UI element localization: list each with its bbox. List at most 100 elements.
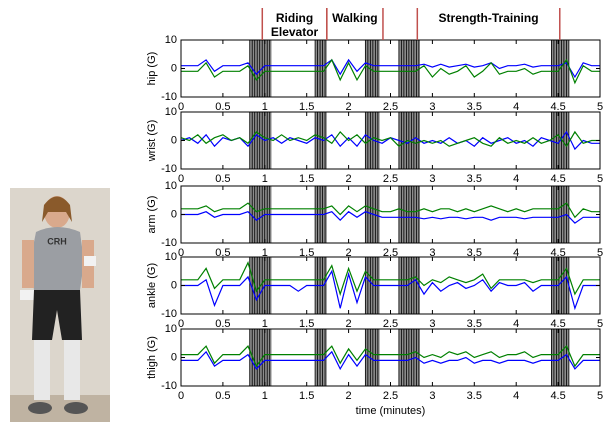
- x-tick-label: 2: [346, 247, 352, 259]
- transition-band: [249, 186, 272, 243]
- x-tick-label: 1: [262, 101, 268, 113]
- x-tick-label: 4: [513, 173, 519, 185]
- x-axis-label: time (minutes): [356, 405, 426, 417]
- x-tick-label: 3: [429, 390, 435, 402]
- x-tick-label: 2: [346, 390, 352, 402]
- transition-band: [249, 40, 272, 97]
- y-tick-label: 10: [165, 323, 177, 335]
- transition-band: [315, 329, 327, 386]
- y-axis-label: thigh (G): [146, 336, 158, 379]
- x-tick-label: 4.5: [550, 101, 565, 113]
- y-tick-label: 10: [165, 180, 177, 192]
- x-tick-label: 5: [597, 318, 603, 330]
- x-tick-label: 3.5: [467, 101, 482, 113]
- x-tick-label: 2.5: [383, 247, 398, 259]
- y-tick-label: -10: [161, 308, 177, 320]
- x-tick-label: 5: [597, 173, 603, 185]
- transition-band: [551, 186, 569, 243]
- x-tick-label: 0: [178, 318, 184, 330]
- x-tick-label: 0: [178, 390, 184, 402]
- activity-label: Strength-Training: [438, 11, 539, 25]
- x-tick-label: 2.5: [383, 101, 398, 113]
- x-tick-label: 1: [262, 318, 268, 330]
- x-tick-label: 3.5: [467, 390, 482, 402]
- x-tick-label: 2: [346, 173, 352, 185]
- transition-band: [551, 329, 569, 386]
- x-tick-label: 0.5: [215, 173, 230, 185]
- y-tick-label: -10: [161, 380, 177, 392]
- x-tick-label: 1.5: [299, 101, 314, 113]
- y-tick-label: 0: [171, 134, 177, 146]
- x-tick-label: 3: [429, 173, 435, 185]
- activity-label: Riding Elevator: [270, 11, 319, 39]
- x-tick-label: 0.5: [215, 318, 230, 330]
- x-tick-label: 2: [346, 318, 352, 330]
- x-tick-label: 4: [513, 247, 519, 259]
- x-tick-label: 3.5: [467, 173, 482, 185]
- x-tick-label: 2: [346, 101, 352, 113]
- y-axis-label: hip (G): [146, 52, 158, 86]
- signal-line: [181, 58, 600, 79]
- transition-band: [249, 329, 272, 386]
- x-tick-label: 3: [429, 101, 435, 113]
- x-tick-label: 4: [513, 101, 519, 113]
- y-tick-label: -10: [161, 237, 177, 249]
- x-tick-label: 2.5: [383, 173, 398, 185]
- x-tick-label: 0.5: [215, 101, 230, 113]
- x-tick-label: 0: [178, 101, 184, 113]
- x-tick-label: 1.5: [299, 247, 314, 259]
- signal-line: [181, 345, 600, 368]
- y-tick-label: 0: [171, 62, 177, 74]
- signal-line: [181, 202, 600, 219]
- x-tick-label: 1: [262, 247, 268, 259]
- signal-line: [181, 350, 600, 371]
- signal-line: [181, 269, 600, 311]
- x-tick-label: 4: [513, 390, 519, 402]
- x-tick-label: 0: [178, 247, 184, 259]
- x-tick-label: 4.5: [550, 173, 565, 185]
- y-tick-label: 10: [165, 34, 177, 46]
- x-tick-label: 0.5: [215, 390, 230, 402]
- transition-band: [315, 40, 327, 97]
- y-axis-label: wrist (G): [146, 120, 158, 163]
- x-tick-label: 3.5: [467, 318, 482, 330]
- plot-area: [181, 186, 600, 243]
- transition-band: [315, 112, 327, 169]
- y-tick-label: 10: [165, 106, 177, 118]
- x-tick-label: 3.5: [467, 247, 482, 259]
- x-tick-label: 3: [429, 247, 435, 259]
- x-tick-label: 1.5: [299, 173, 314, 185]
- activity-label: Walking: [332, 11, 378, 25]
- transition-band: [249, 112, 272, 169]
- x-tick-label: 2.5: [383, 318, 398, 330]
- y-axis-label: ankle (G): [146, 263, 158, 308]
- signal-line: [181, 210, 600, 224]
- x-tick-label: 2.5: [383, 390, 398, 402]
- y-tick-label: 0: [171, 279, 177, 291]
- x-tick-label: 1: [262, 173, 268, 185]
- y-tick-label: 10: [165, 251, 177, 263]
- signal-line: [181, 58, 600, 85]
- x-tick-label: 5: [597, 247, 603, 259]
- y-tick-label: 0: [171, 208, 177, 220]
- y-axis-label: arm (G): [146, 196, 158, 234]
- signal-line: [180, 130, 600, 148]
- y-tick-label: -10: [161, 163, 177, 175]
- x-tick-label: 1.5: [299, 318, 314, 330]
- signal-line: [181, 261, 600, 297]
- y-tick-label: 0: [171, 351, 177, 363]
- x-tick-label: 1: [262, 390, 268, 402]
- x-tick-label: 0.5: [215, 247, 230, 259]
- y-tick-label: -10: [161, 91, 177, 103]
- x-tick-label: 5: [597, 390, 603, 402]
- x-tick-label: 3: [429, 318, 435, 330]
- photo: CRH: [10, 188, 110, 422]
- x-tick-label: 4.5: [550, 318, 565, 330]
- x-tick-label: 0: [178, 173, 184, 185]
- x-tick-label: 4.5: [550, 390, 565, 402]
- svg-text:CRH: CRH: [47, 236, 67, 246]
- x-tick-label: 4.5: [550, 247, 565, 259]
- x-tick-label: 1.5: [299, 390, 314, 402]
